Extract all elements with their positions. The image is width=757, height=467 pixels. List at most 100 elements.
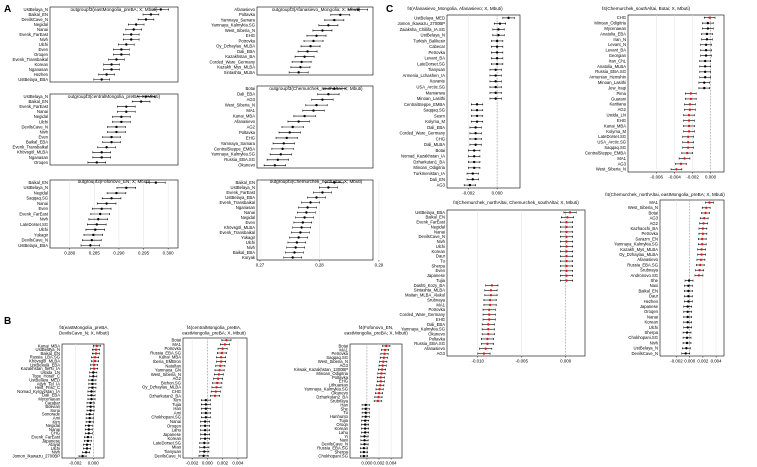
row-label: Guarani (611, 96, 626, 101)
row-label: Korean (431, 249, 445, 254)
data-point (706, 21, 710, 25)
data-point (380, 372, 383, 375)
data-point (703, 81, 706, 84)
data-point (120, 48, 123, 51)
data-point (687, 284, 690, 287)
data-point (495, 45, 499, 48)
row-label: Russia_EBA.SG (150, 350, 181, 355)
row-label: Mamanwa (426, 90, 446, 95)
row-label: Tope_Hoser_C (32, 374, 60, 379)
plot-frame (256, 179, 374, 261)
data-point (115, 191, 118, 195)
row-label: DevilsCave_N (418, 234, 445, 239)
row-label: Oy_Dzhaylau_MLBA (216, 44, 255, 49)
data-point (495, 51, 499, 54)
data-point (149, 13, 153, 16)
row-label: AG2 (247, 124, 256, 129)
row-label: Sherpa (431, 263, 445, 268)
row-label: Saqqaq.SG (423, 108, 445, 113)
row-label: Japanese (427, 273, 446, 278)
row-label: Srubnaya (330, 398, 349, 403)
row-label: Negidal (34, 190, 48, 195)
data-point (383, 348, 387, 352)
data-point (487, 328, 490, 331)
data-point (472, 149, 476, 152)
data-point (565, 220, 568, 224)
row-label: Russia_LBA.SG (30, 355, 60, 360)
row-label: Evenk_FarEast (31, 435, 60, 440)
row-label: Evenk_FarEast (416, 220, 445, 225)
data-point (377, 391, 381, 395)
data-point (683, 157, 686, 160)
data-point (675, 168, 678, 171)
row-label: Nanai (170, 419, 181, 424)
row-label: Okunevo (331, 391, 348, 396)
data-point (89, 244, 92, 247)
data-point (204, 416, 208, 419)
data-point (223, 343, 227, 346)
row-label: Afanasievo (637, 257, 658, 262)
data-point (474, 137, 477, 141)
plot-frame (49, 93, 179, 166)
row-label: Poltavka (239, 130, 256, 135)
row-label: Potrovka (428, 307, 445, 312)
row-label: Yi (344, 434, 348, 439)
data-point (94, 352, 98, 355)
row-label: DevilsCave_N (21, 124, 48, 129)
data-point (685, 336, 689, 339)
row-label: Xavante (430, 79, 446, 84)
row-label: Evenk_FarEast (19, 211, 48, 216)
data-point (495, 62, 499, 66)
data-point (687, 119, 691, 122)
row-label: Baikal_EBA (233, 250, 255, 255)
row-label: Russia_EBA.SG (224, 157, 255, 162)
row-label: CentralSteppe_EMBA (214, 146, 255, 151)
panel-title: eastMongolia_preBA; X, Mbuti) (344, 331, 408, 336)
row-label: Negidal (46, 423, 60, 428)
row-label: Carabar (45, 400, 61, 405)
data-point (381, 364, 384, 367)
data-point (498, 22, 502, 25)
data-point (686, 315, 689, 319)
row-label: Kirn (174, 398, 182, 403)
data-point (684, 352, 687, 355)
row-label: Kirn (53, 419, 61, 424)
row-label: Yukagir (241, 235, 256, 240)
row-label: Maitan_MLBA_Alakul (405, 293, 445, 298)
data-point (105, 202, 108, 205)
data-point (702, 222, 705, 225)
row-label: DevilsCave_N (21, 17, 48, 22)
data-point (687, 124, 691, 128)
panel-title: f4(Chemurchek_northAltai, Chemurchek_sou… (453, 200, 579, 205)
data-point (120, 120, 123, 124)
data-point (686, 310, 689, 313)
data-point (204, 403, 208, 406)
row-label: Dzharkutan2_BA (316, 394, 348, 399)
data-point (699, 263, 702, 267)
tick-label: 0.000 (705, 175, 717, 180)
data-point (364, 415, 367, 418)
row-label: Yamnaya_Kalmykia.SG (211, 23, 255, 28)
row-label: Corded_Ware_Germany (210, 59, 256, 64)
row-label: Bolivian (45, 404, 60, 409)
panel-letter-c: C (386, 4, 393, 15)
row-label: CHG (436, 136, 445, 141)
data-point (704, 211, 707, 215)
row-label: Lahu (172, 428, 182, 433)
row-label: AG3 (437, 183, 446, 188)
row-label: Negidal (34, 114, 48, 119)
data-point (687, 289, 690, 293)
row-label: Minoan_Odigitria (413, 165, 445, 170)
data-point (356, 8, 360, 11)
row-label: Mycenaean (604, 26, 626, 31)
row-label: Levant_N (608, 42, 626, 47)
data-point (494, 80, 497, 83)
data-point (475, 108, 479, 112)
row-label: Anatolia_MLBA (597, 64, 626, 69)
row-label: LateDorset.SG (417, 61, 445, 66)
data-point (299, 65, 302, 69)
tick-label: 0.000 (202, 461, 214, 466)
row-label: Baikal_EN (638, 288, 658, 293)
tick-label: 0.000 (492, 191, 504, 196)
row-label: Petrovka (641, 231, 658, 236)
